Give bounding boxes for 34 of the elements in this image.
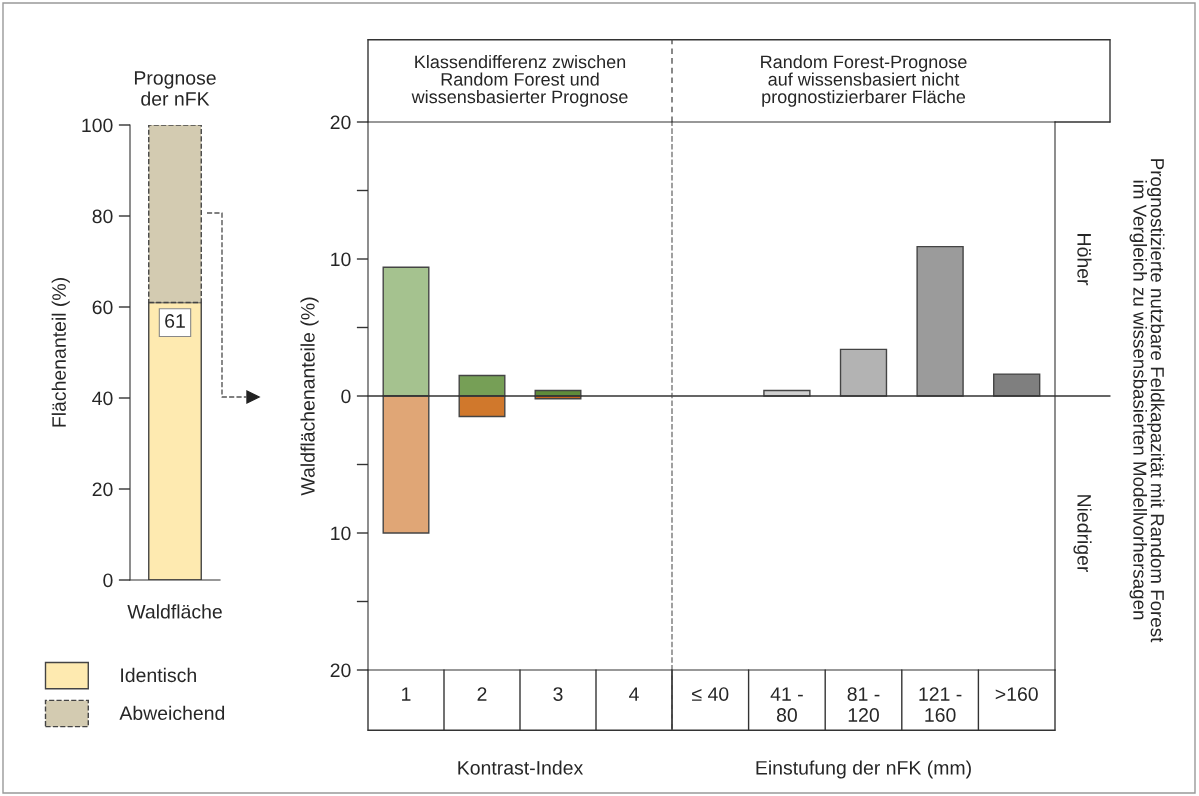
- y-tick-label: 60: [92, 300, 113, 315]
- text: Höher: [1077, 234, 1092, 286]
- chart-title: Klassendifferenz zwischen Random Forest und wissensbasierter Prognose: [411, 55, 628, 107]
- y-tick-label: 0: [341, 389, 351, 404]
- x-tick-label: >160: [995, 687, 1038, 701]
- y-axis-title: Waldflächenanteile (%): [300, 297, 319, 496]
- y-tick-label: 10: [331, 252, 351, 267]
- x-tick-label: ≤ 40: [692, 687, 729, 701]
- text: Niedriger: [1073, 495, 1092, 573]
- data-label: 61: [165, 314, 185, 328]
- legend-label: Identisch: [121, 667, 196, 683]
- y-tick-label: 20: [92, 482, 113, 497]
- x-tick-label: 4: [629, 687, 639, 701]
- legend-label: Abweichend: [119, 705, 225, 721]
- y-tick-label: 20: [330, 115, 351, 130]
- y-tick-label: 80: [92, 209, 113, 224]
- y-tick-label: 10: [331, 526, 351, 541]
- y2-axis-title: Prognostizierte nutzbare Feldkapazität mit Random Forest im Vergleich zu wissensbasierten Modellvorhersagen: [1129, 159, 1165, 643]
- chart-title: Prognose der nFK: [134, 71, 216, 106]
- y-tick-label: 0: [103, 573, 113, 588]
- x-tick-label: 2: [477, 687, 487, 701]
- x-axis-title: Einstufung der nFK (mm): [756, 760, 971, 779]
- x-axis-title: Waldfläche: [127, 604, 222, 619]
- x-tick-label: 81 - 120: [847, 687, 880, 722]
- x-tick-label: 1: [402, 687, 411, 701]
- y-tick-label: 20: [330, 663, 351, 678]
- y-axis-title: Flächenanteil (%): [51, 278, 70, 427]
- y-tick-label: 100: [82, 118, 113, 133]
- x-tick-label: 3: [553, 687, 563, 701]
- x-axis-title: Kontrast-Index: [458, 760, 584, 775]
- x-tick-label: 41 - 80: [770, 687, 803, 722]
- x-tick-label: 121 - 160: [919, 687, 962, 722]
- chart-title: Random Forest-Prognose auf wissensbasiert nicht prognostizierbarer Fläche: [761, 55, 967, 107]
- y-tick-label: 40: [92, 391, 113, 406]
